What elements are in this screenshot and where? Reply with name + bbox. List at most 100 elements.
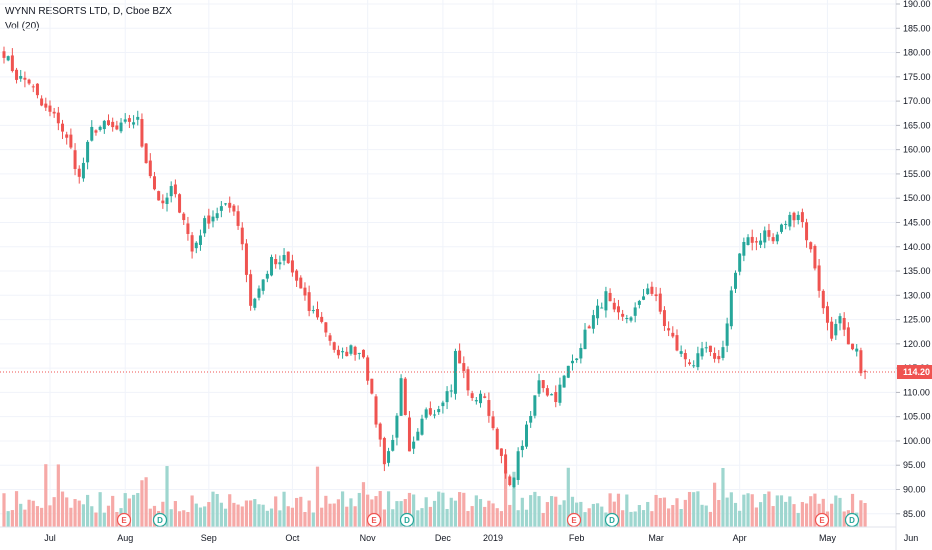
candle-body xyxy=(725,323,729,346)
candle-body xyxy=(265,273,269,279)
volume-bar xyxy=(219,502,223,527)
candle-body xyxy=(671,332,675,337)
volume-bar xyxy=(545,502,549,527)
volume-bar xyxy=(570,496,575,527)
candle-body xyxy=(391,439,395,451)
candle-body xyxy=(336,349,340,356)
candle-body xyxy=(244,243,248,275)
volume-bar xyxy=(123,493,127,527)
candle-body xyxy=(700,348,704,357)
volume-bar xyxy=(311,512,315,527)
candle-body xyxy=(69,134,73,148)
volume-bar xyxy=(863,503,867,527)
volume-bar xyxy=(683,499,687,527)
volume-bar xyxy=(35,506,40,527)
volume-bar xyxy=(499,511,504,527)
volume-bar xyxy=(687,491,692,527)
volume-bar xyxy=(173,501,177,527)
volume-bar xyxy=(307,500,311,527)
volume-bar xyxy=(453,500,458,527)
candle-body xyxy=(81,162,85,179)
volume-bar xyxy=(667,508,671,527)
volume-bar xyxy=(198,507,203,527)
candle-body xyxy=(587,326,591,329)
candle-body xyxy=(324,322,328,333)
volume-bar xyxy=(621,510,625,527)
candle-body xyxy=(525,424,528,447)
volume-bar xyxy=(223,508,228,527)
candle-body xyxy=(717,356,721,360)
candle-body xyxy=(817,265,821,291)
volume-bar xyxy=(232,502,236,527)
volume-bar xyxy=(474,495,478,527)
volume-bar xyxy=(813,493,817,527)
volume-bar xyxy=(144,477,148,527)
candle-body xyxy=(662,310,666,327)
candle-body xyxy=(115,125,119,130)
volume-bar xyxy=(127,498,131,527)
volume-bar xyxy=(165,466,169,527)
candle-body xyxy=(140,119,144,147)
candle-body xyxy=(182,213,186,221)
candle-body xyxy=(667,328,671,331)
candle-body xyxy=(412,441,416,449)
price-axis: 85.0090.0095.00100.00105.00110.00115.001… xyxy=(896,0,931,519)
volume-bar xyxy=(31,500,35,527)
candle-body xyxy=(144,143,148,164)
volume-bar xyxy=(700,504,704,527)
candle-body xyxy=(178,194,182,213)
candle-body xyxy=(86,141,90,163)
candle-body xyxy=(148,160,152,177)
y-tick-label: 185.00 xyxy=(903,23,931,33)
x-tick-label: Nov xyxy=(360,533,377,543)
candle-body xyxy=(596,305,600,319)
candle-body xyxy=(834,323,838,336)
candle-body xyxy=(692,365,696,367)
candle-body xyxy=(851,343,855,350)
candle-body xyxy=(821,290,825,309)
volume-bar xyxy=(466,511,470,527)
volume-bar xyxy=(244,500,249,527)
candle-body xyxy=(433,414,437,416)
x-tick-label: Dec xyxy=(435,533,452,543)
volume-bar xyxy=(721,467,725,527)
volume-bar xyxy=(412,494,416,527)
candle-body xyxy=(746,237,750,246)
candle-body xyxy=(215,213,219,219)
earnings-marker-label: E xyxy=(121,516,127,525)
candle-body xyxy=(366,357,370,381)
volume-bar xyxy=(725,497,729,527)
candle-body xyxy=(278,262,282,265)
candle-body xyxy=(842,318,846,330)
candle-body xyxy=(303,287,307,296)
candle-body xyxy=(591,315,595,329)
volume-bar xyxy=(428,506,432,527)
candle-body xyxy=(466,369,470,391)
volume-bar xyxy=(478,499,483,527)
last-price-tag-bg xyxy=(897,365,932,380)
candle-body xyxy=(859,350,863,374)
candle-body xyxy=(378,423,382,440)
candle-body xyxy=(77,168,81,177)
y-tick-label: 190.00 xyxy=(903,0,931,9)
candle-body xyxy=(152,176,156,190)
candle-body xyxy=(332,342,336,350)
candle-body xyxy=(23,77,27,80)
candle-body xyxy=(370,378,374,394)
volume-bar xyxy=(303,511,307,527)
candle-body xyxy=(165,197,169,205)
y-tick-label: 180.00 xyxy=(903,48,931,58)
x-tick-label: Feb xyxy=(569,533,585,543)
volume-bar xyxy=(595,503,600,527)
candle-body xyxy=(453,350,457,394)
candle-body xyxy=(479,393,483,404)
candle-body xyxy=(608,292,612,302)
candle-body xyxy=(203,218,207,234)
volume-bar xyxy=(336,499,340,527)
candle-body xyxy=(767,230,771,237)
candle-body xyxy=(299,277,303,289)
volume-bar xyxy=(236,504,240,527)
candle-body xyxy=(775,234,779,242)
volume-bar xyxy=(608,493,612,527)
